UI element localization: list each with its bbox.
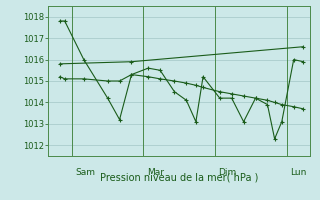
Text: Dim: Dim bbox=[219, 168, 237, 177]
Text: Sam: Sam bbox=[76, 168, 95, 177]
X-axis label: Pression niveau de la mer( hPa ): Pression niveau de la mer( hPa ) bbox=[100, 173, 258, 183]
Text: Lun: Lun bbox=[290, 168, 307, 177]
Text: Mar: Mar bbox=[147, 168, 164, 177]
